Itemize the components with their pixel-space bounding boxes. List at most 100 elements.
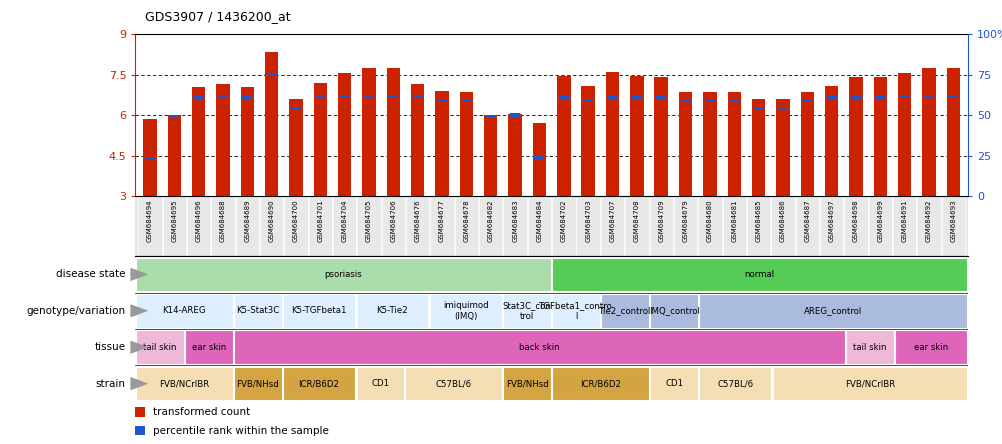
FancyBboxPatch shape (185, 330, 232, 364)
Text: FVB/NCrIBR: FVB/NCrIBR (844, 379, 894, 388)
FancyBboxPatch shape (649, 367, 697, 400)
FancyBboxPatch shape (333, 197, 356, 256)
Bar (485, 115, 495, 118)
FancyBboxPatch shape (430, 294, 501, 328)
Text: normal: normal (743, 270, 775, 279)
FancyBboxPatch shape (233, 367, 282, 400)
Text: ICR/B6D2: ICR/B6D2 (579, 379, 620, 388)
Text: GSM684682: GSM684682 (487, 199, 493, 242)
FancyBboxPatch shape (600, 197, 623, 256)
FancyBboxPatch shape (138, 197, 161, 256)
FancyBboxPatch shape (211, 197, 234, 256)
FancyBboxPatch shape (503, 197, 526, 256)
Text: GSM684693: GSM684693 (949, 199, 955, 242)
Bar (191, 87, 205, 196)
Bar (364, 95, 374, 98)
Bar (726, 92, 740, 196)
Bar (582, 99, 592, 102)
Text: GSM684683: GSM684683 (512, 199, 518, 242)
FancyBboxPatch shape (649, 294, 697, 328)
Bar (849, 77, 862, 196)
Bar (461, 99, 471, 102)
Text: GSM684687: GSM684687 (804, 199, 810, 242)
Text: GDS3907 / 1436200_at: GDS3907 / 1436200_at (145, 10, 291, 23)
Text: GSM684679: GSM684679 (681, 199, 687, 242)
Bar (145, 157, 155, 160)
FancyBboxPatch shape (772, 367, 966, 400)
Text: tail skin: tail skin (853, 343, 886, 352)
FancyBboxPatch shape (576, 197, 599, 256)
FancyBboxPatch shape (136, 294, 232, 328)
Bar (728, 99, 738, 102)
Bar (946, 68, 959, 196)
Text: GSM684685: GSM684685 (755, 199, 761, 242)
FancyBboxPatch shape (186, 197, 210, 256)
Bar (824, 86, 838, 196)
Bar (899, 95, 909, 98)
Text: tail skin: tail skin (143, 343, 176, 352)
Text: ear skin: ear skin (191, 343, 225, 352)
Bar (291, 107, 301, 110)
FancyBboxPatch shape (260, 197, 284, 256)
Bar (702, 92, 715, 196)
Bar (826, 96, 836, 99)
Text: GSM684707: GSM684707 (609, 199, 615, 242)
FancyBboxPatch shape (283, 294, 355, 328)
Bar (387, 68, 400, 196)
FancyBboxPatch shape (527, 197, 551, 256)
Text: GSM684704: GSM684704 (342, 199, 348, 242)
Bar (411, 84, 424, 196)
Text: ICR/B6D2: ICR/B6D2 (299, 379, 340, 388)
Bar (242, 96, 253, 99)
Bar (655, 96, 665, 99)
Text: K5-TGFbeta1: K5-TGFbeta1 (291, 306, 347, 315)
Text: GSM684708: GSM684708 (633, 199, 639, 242)
Bar (459, 92, 473, 196)
FancyBboxPatch shape (136, 330, 183, 364)
Bar (607, 96, 617, 99)
Text: GSM684691: GSM684691 (901, 199, 907, 242)
Text: GSM684684: GSM684684 (536, 199, 542, 242)
Text: GSM684689: GSM684689 (244, 199, 250, 242)
FancyBboxPatch shape (382, 197, 405, 256)
Bar (654, 77, 667, 196)
Bar (679, 99, 689, 102)
Text: imiquimod
(IMQ): imiquimod (IMQ) (443, 301, 488, 321)
FancyBboxPatch shape (552, 367, 648, 400)
Bar (802, 99, 812, 102)
Text: C57BL/6: C57BL/6 (435, 379, 471, 388)
Bar (752, 99, 765, 196)
FancyBboxPatch shape (309, 197, 332, 256)
Text: back skin: back skin (519, 343, 559, 352)
Bar (315, 95, 325, 98)
Bar (265, 52, 279, 196)
FancyBboxPatch shape (892, 197, 916, 256)
Bar (193, 96, 203, 99)
Bar (216, 84, 229, 196)
Text: GSM684677: GSM684677 (439, 199, 445, 242)
FancyBboxPatch shape (405, 367, 501, 400)
Bar (437, 99, 447, 102)
FancyBboxPatch shape (795, 197, 818, 256)
Text: GSM684686: GSM684686 (780, 199, 786, 242)
Polygon shape (130, 377, 148, 390)
Text: GSM684702: GSM684702 (560, 199, 566, 242)
Text: C57BL/6: C57BL/6 (716, 379, 753, 388)
FancyBboxPatch shape (649, 197, 672, 256)
FancyBboxPatch shape (771, 197, 794, 256)
Polygon shape (130, 304, 148, 317)
FancyBboxPatch shape (479, 197, 502, 256)
Text: GSM684678: GSM684678 (463, 199, 469, 242)
Bar (875, 96, 885, 99)
Polygon shape (130, 268, 148, 281)
Text: CD1: CD1 (664, 379, 682, 388)
Bar (678, 92, 691, 196)
FancyBboxPatch shape (698, 367, 771, 400)
FancyBboxPatch shape (551, 197, 575, 256)
Text: GSM684700: GSM684700 (293, 199, 299, 242)
FancyBboxPatch shape (454, 197, 478, 256)
Bar (923, 95, 933, 98)
FancyBboxPatch shape (357, 197, 381, 256)
Text: CD1: CD1 (371, 379, 389, 388)
Text: GSM684694: GSM684694 (147, 199, 153, 242)
